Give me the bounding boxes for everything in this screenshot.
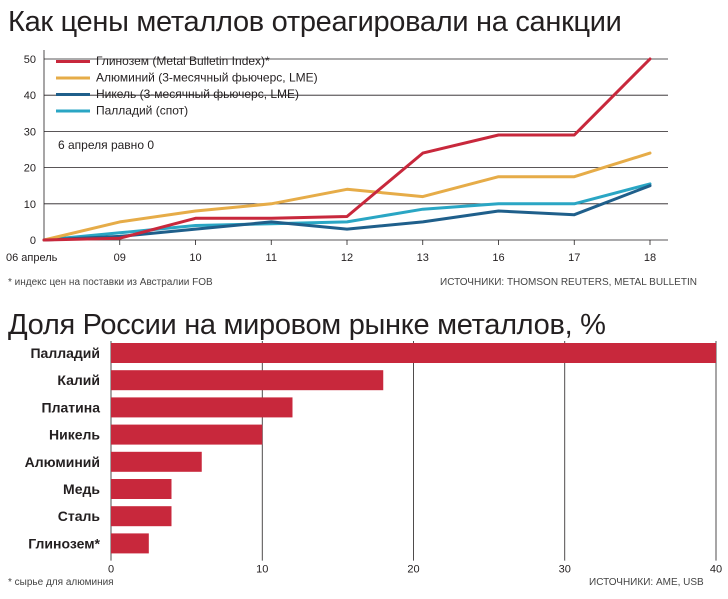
bar xyxy=(111,397,293,418)
line-chart-source: ИСТОЧНИКИ: THOMSON REUTERS, METAL BULLET… xyxy=(440,277,697,288)
x-tick-label: 20 xyxy=(407,564,419,576)
category-label: Никель xyxy=(49,427,100,443)
bar-chart-footnote: * сырье для алюминия xyxy=(8,577,114,588)
legend-label: Палладий (спот) xyxy=(96,104,188,118)
legend-swatch xyxy=(56,60,90,63)
category-label: Глинозем* xyxy=(28,535,100,551)
line-chart-grid: 0 10 20 30 40 50 xyxy=(24,54,668,247)
category-label: Сталь xyxy=(58,508,101,524)
legend-swatch xyxy=(56,93,90,96)
x-tick-label: 10 xyxy=(256,564,268,576)
x-tick-label: 13 xyxy=(417,252,429,264)
x-tick-label: 30 xyxy=(559,564,571,576)
x-tick-label: 18 xyxy=(644,252,656,264)
bar xyxy=(111,343,716,363)
x-tick-label: 0 xyxy=(108,564,114,576)
category-label: Палладий xyxy=(30,345,100,361)
bar xyxy=(111,370,384,391)
series-line xyxy=(42,182,652,242)
bar xyxy=(111,533,149,554)
line-chart-title: Как цены металлов отреагировали на санкц… xyxy=(8,6,622,38)
line-chart-legend: Глинозем (Metal Bulletin Index)* Алюминий… xyxy=(56,54,318,118)
series-line xyxy=(42,151,652,242)
legend-swatch xyxy=(56,109,90,113)
bar xyxy=(111,479,172,499)
bar xyxy=(111,451,202,472)
bar xyxy=(111,506,172,527)
x-tick-label: 17 xyxy=(568,252,580,264)
x-tick-label: 06 апрель xyxy=(6,252,58,264)
bar-chart-axes: Палладий Калий Платина Никель Алюминий Медь Ст… xyxy=(25,345,101,551)
bar-chart-title: Доля России на мировом рынке металлов, % xyxy=(8,309,606,341)
line-chart-axes: 06 апрель 09 10 11 12 13 16 17 18 xyxy=(6,50,668,264)
bar-chart-source: ИСТОЧНИКИ: AME, USB xyxy=(589,577,704,588)
y-tick-label: 20 xyxy=(24,163,36,175)
legend-label: Алюминий (3-месячный фьючерс, LME) xyxy=(96,71,318,85)
x-tick-label: 12 xyxy=(341,252,353,264)
category-label: Алюминий xyxy=(25,454,100,470)
line-chart-series xyxy=(42,57,652,242)
legend-label: Глинозем (Metal Bulletin Index)* xyxy=(96,54,270,68)
y-tick-label: 30 xyxy=(24,126,36,138)
x-tick-label: 16 xyxy=(492,252,504,264)
series-line xyxy=(42,184,652,242)
legend-label: Никель (3-месячный фьючерс, LME) xyxy=(96,87,299,101)
series-line xyxy=(42,57,652,242)
y-tick-label: 0 xyxy=(30,235,36,247)
bar-chart-bars xyxy=(111,343,716,554)
y-tick-label: 10 xyxy=(24,199,36,211)
x-tick-label: 09 xyxy=(114,252,126,264)
x-tick-label: 10 xyxy=(189,252,201,264)
category-label: Медь xyxy=(63,481,100,497)
y-tick-label: 50 xyxy=(24,54,36,66)
bar xyxy=(111,424,263,445)
category-label: Платина xyxy=(42,399,101,415)
legend-swatch xyxy=(56,76,90,80)
y-tick-label: 40 xyxy=(24,90,36,102)
category-label: Калий xyxy=(57,372,100,388)
line-chart-footnote: * индекс цен на поставки из Австралии FO… xyxy=(8,277,213,288)
x-tick-label: 40 xyxy=(710,564,722,576)
line-chart-annotation: 6 апреля равно 0 xyxy=(58,138,154,152)
x-tick-label: 11 xyxy=(266,252,277,264)
